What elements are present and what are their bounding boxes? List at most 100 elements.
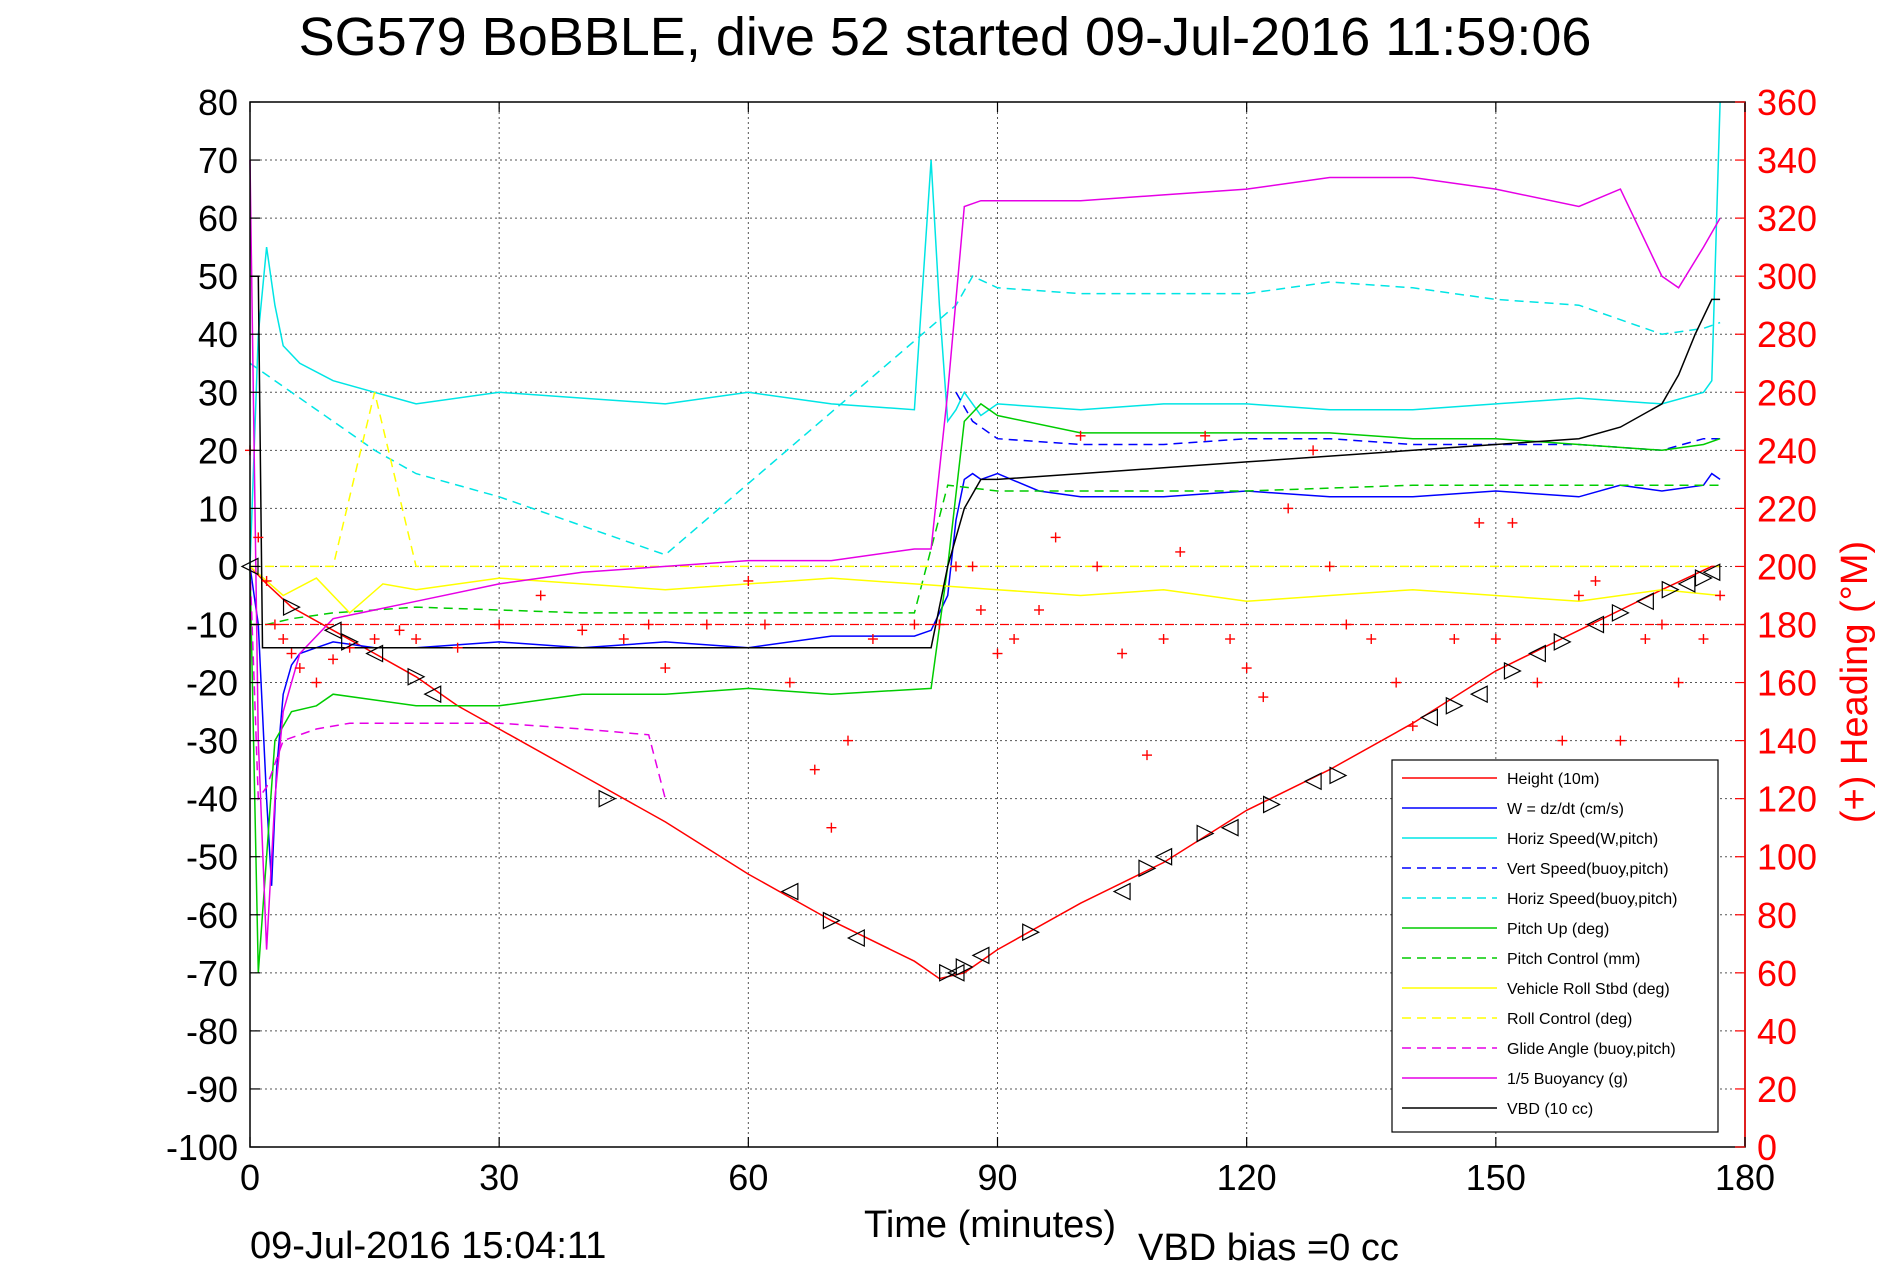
heading-point bbox=[992, 648, 1003, 659]
x-tick-label: 120 bbox=[1217, 1157, 1277, 1198]
series-line-12 bbox=[250, 275, 1721, 649]
height-marker bbox=[971, 946, 990, 965]
legend-label: Vert Speed(buoy,pitch) bbox=[1507, 861, 1669, 878]
height-marker bbox=[955, 958, 974, 976]
height-marker bbox=[1553, 632, 1572, 651]
x-tick-label: 150 bbox=[1466, 1157, 1526, 1198]
heading-point bbox=[826, 822, 837, 833]
height-marker bbox=[1196, 824, 1215, 843]
heading-point bbox=[1640, 634, 1651, 645]
heading-point bbox=[253, 532, 264, 543]
y2-tick-label: 100 bbox=[1757, 837, 1817, 878]
height-marker bbox=[1420, 708, 1438, 727]
heading-point bbox=[1656, 619, 1667, 630]
height-marker bbox=[1528, 644, 1546, 663]
series-line-4 bbox=[955, 391, 1721, 452]
heading-point bbox=[1507, 517, 1518, 528]
series-line-8 bbox=[249, 565, 1721, 614]
heading-point bbox=[1142, 750, 1152, 761]
y-tick-label: -50 bbox=[186, 837, 238, 878]
x-tick-label: 60 bbox=[728, 1157, 768, 1198]
height-marker bbox=[1611, 603, 1630, 622]
y-tick-label: -70 bbox=[186, 953, 238, 994]
vbd-bias: VBD bias =0 cc bbox=[1138, 1227, 1399, 1262]
x-tick-label: 180 bbox=[1715, 1157, 1775, 1198]
height-marker bbox=[282, 598, 301, 617]
heading-point bbox=[328, 654, 339, 665]
y-tick-label: 60 bbox=[198, 198, 238, 239]
height-marker bbox=[1503, 661, 1522, 680]
height-marker bbox=[1677, 574, 1696, 593]
heading-point bbox=[1590, 575, 1601, 586]
footer-timestamp: 09-Jul-2016 15:04:11 bbox=[250, 1225, 606, 1262]
y2-tick-label: 220 bbox=[1757, 488, 1817, 529]
heading-point bbox=[286, 648, 297, 659]
chart-title: SG579 BoBBLE, dive 52 started 09-Jul-201… bbox=[299, 7, 1592, 67]
heading-point bbox=[1615, 735, 1626, 746]
y2-tick-label: 300 bbox=[1757, 256, 1817, 297]
y2-tick-label: 260 bbox=[1757, 372, 1817, 413]
heading-point bbox=[1715, 590, 1726, 601]
x-tick-label: 0 bbox=[240, 1157, 260, 1198]
y-tick-label: 50 bbox=[198, 256, 238, 297]
y2-tick-label: 60 bbox=[1757, 953, 1797, 994]
height-marker bbox=[1154, 847, 1173, 866]
series-line-5 bbox=[249, 275, 1721, 556]
legend-label: VBD (10 cc) bbox=[1507, 1101, 1593, 1118]
y2-tick-label: 240 bbox=[1757, 430, 1817, 471]
legend-label: 1/5 Buoyancy (g) bbox=[1507, 1071, 1628, 1088]
heading-point bbox=[1474, 517, 1485, 528]
heading-point bbox=[369, 634, 380, 645]
y-tick-label: 30 bbox=[198, 372, 238, 413]
heading-point bbox=[411, 634, 422, 645]
heading-point bbox=[1225, 634, 1236, 645]
legend: Height (10m) W = dz/dt (cm/s) Horiz Speed(… bbox=[1391, 759, 1719, 1133]
y-tick-label: -40 bbox=[186, 779, 238, 820]
heading-point bbox=[1092, 561, 1103, 572]
height-marker bbox=[1138, 859, 1157, 878]
series-line-2 bbox=[249, 472, 1721, 886]
heading-point bbox=[278, 634, 289, 645]
heading-point bbox=[1009, 634, 1020, 645]
heading-point bbox=[643, 619, 654, 630]
heading-point bbox=[743, 575, 754, 586]
series-line-9 bbox=[250, 392, 1721, 568]
height-marker bbox=[1635, 592, 1654, 611]
y-tick-label: -80 bbox=[186, 1011, 238, 1052]
heading-point bbox=[535, 590, 546, 601]
heading-point bbox=[618, 634, 629, 645]
y-tick-label: 10 bbox=[198, 488, 238, 529]
heading-point bbox=[701, 619, 712, 630]
heading-point bbox=[1673, 677, 1684, 688]
legend-label: Vehicle Roll Stbd (deg) bbox=[1507, 981, 1670, 998]
y2-tick-label: 20 bbox=[1757, 1069, 1797, 1110]
legend-label: W = dz/dt (cm/s) bbox=[1507, 801, 1624, 818]
y-tick-label: -60 bbox=[186, 895, 238, 936]
heading-point bbox=[311, 677, 322, 688]
heading-point bbox=[1490, 634, 1501, 645]
heading-point bbox=[1075, 430, 1086, 441]
y-tick-label: -100 bbox=[166, 1127, 238, 1168]
y2-tick-label: 40 bbox=[1757, 1011, 1797, 1052]
height-marker bbox=[1112, 882, 1131, 901]
y-tick-label: 0 bbox=[218, 546, 238, 587]
y-tick-label: -90 bbox=[186, 1069, 238, 1110]
heading-point bbox=[1449, 634, 1460, 645]
y-tick-label: 70 bbox=[198, 140, 238, 181]
heading-point bbox=[577, 625, 588, 636]
height-marker bbox=[939, 963, 958, 982]
y-tick-label: -20 bbox=[186, 663, 238, 704]
y-tick-label: 40 bbox=[198, 314, 238, 355]
series-line-7 bbox=[250, 484, 1721, 626]
y2-tick-label: 140 bbox=[1757, 721, 1817, 762]
heading-point bbox=[1557, 735, 1568, 746]
legend-label: Height (10m) bbox=[1507, 771, 1599, 788]
heading-point bbox=[1258, 692, 1269, 703]
heading-point bbox=[1573, 590, 1584, 601]
heading-point bbox=[1532, 677, 1543, 688]
heading-point bbox=[867, 634, 878, 645]
height-marker bbox=[341, 632, 360, 651]
y-tick-label: 80 bbox=[198, 82, 238, 123]
x-tick-label: 90 bbox=[977, 1157, 1017, 1198]
legend-label: Pitch Up (deg) bbox=[1507, 921, 1609, 938]
